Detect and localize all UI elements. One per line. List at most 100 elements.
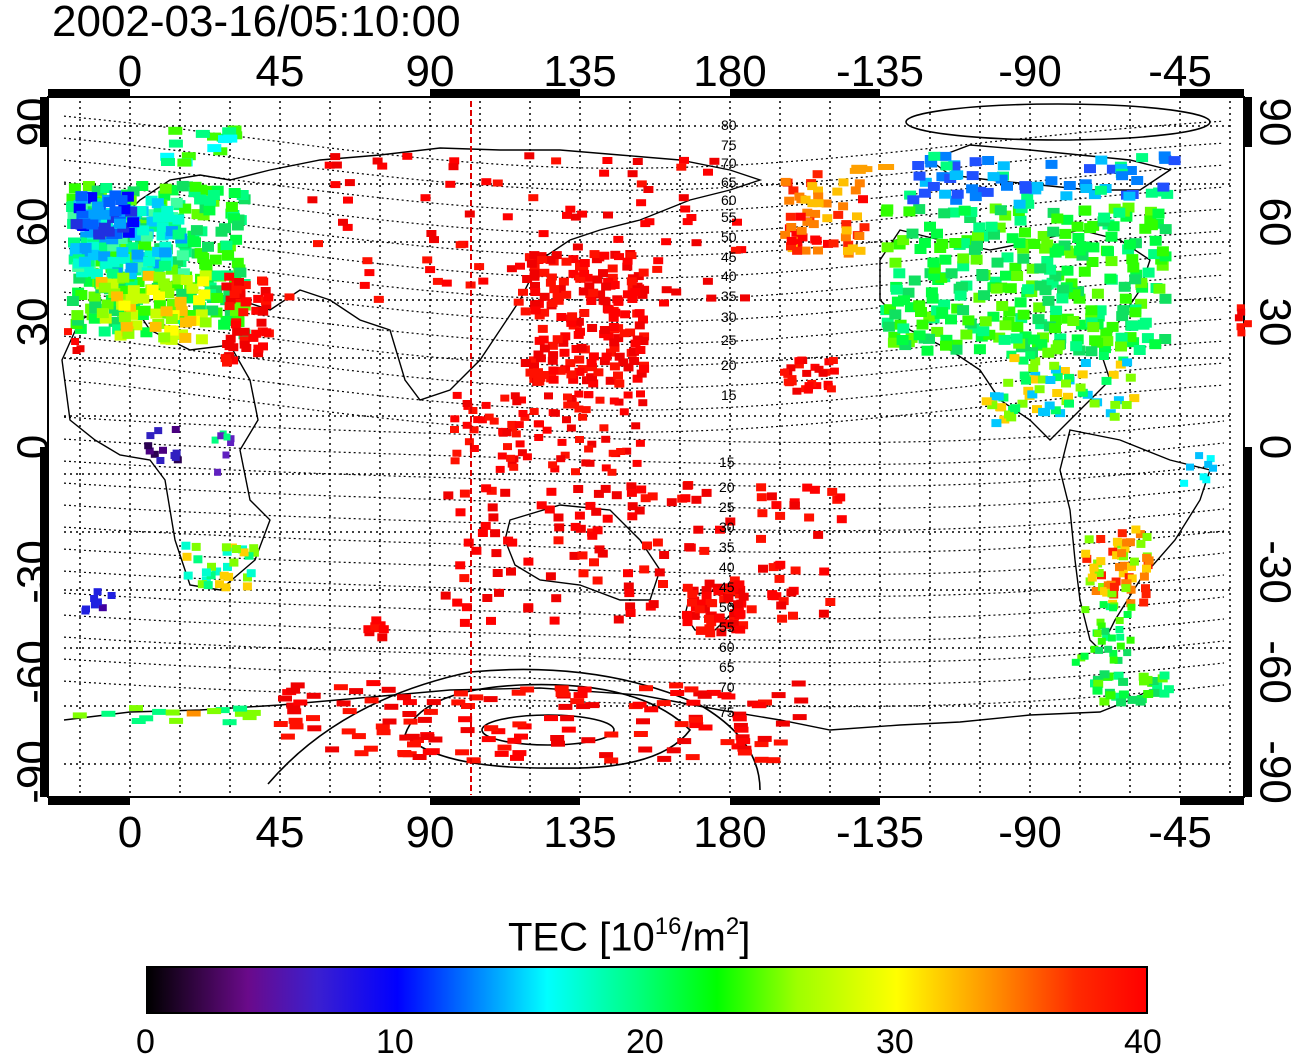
tec-cell — [757, 509, 768, 518]
tec-cell — [169, 717, 184, 724]
tec-cell — [161, 158, 175, 166]
tec-cell — [635, 346, 646, 354]
tec-cell — [558, 703, 573, 710]
tec-cell — [89, 303, 102, 314]
tec-cell — [547, 356, 558, 365]
tec-cell — [585, 501, 596, 510]
lon-tick-top: 135 — [543, 47, 616, 96]
tec-cell — [788, 186, 799, 195]
tec-cell — [823, 239, 833, 248]
tec-cell — [630, 339, 641, 348]
tec-cell — [619, 329, 630, 338]
tec-cell — [1041, 239, 1054, 250]
tec-cell — [376, 729, 391, 736]
lon-tick-top: 45 — [256, 47, 305, 96]
tec-cell — [286, 687, 301, 694]
tec-cell — [403, 718, 418, 725]
tec-cell — [455, 508, 466, 517]
tec-cell — [977, 326, 990, 337]
tec-cell — [974, 186, 987, 196]
tec-cell — [1204, 460, 1213, 468]
tec-cell — [381, 686, 396, 693]
tec-cell — [225, 334, 236, 343]
tec-cell — [263, 293, 274, 302]
tec-cell — [520, 307, 531, 316]
tec-cell — [1032, 314, 1045, 325]
tec-cell — [1067, 316, 1080, 326]
tec-cell — [1001, 252, 1014, 263]
tec-cell — [1113, 396, 1124, 405]
tec-cell — [960, 329, 973, 340]
tec-cell — [1127, 337, 1140, 348]
tec-cell — [574, 367, 585, 376]
tec-cell — [330, 181, 341, 189]
tec-cell — [1127, 695, 1138, 704]
tec-cell — [484, 725, 499, 732]
tec-cell — [545, 255, 556, 264]
tec-cell — [928, 263, 941, 274]
colorbar-title: TEC [1016/m2] — [508, 913, 751, 960]
tec-cell — [1135, 530, 1145, 539]
tec-cell — [794, 192, 805, 201]
tec-cell — [735, 610, 746, 619]
tec-cell — [800, 195, 811, 204]
contour-label: 55 — [719, 619, 735, 635]
tec-cell — [732, 711, 747, 718]
tec-cell — [151, 198, 164, 209]
tec-cell — [222, 719, 237, 726]
tec-cell — [1131, 176, 1144, 185]
tec-cell — [1123, 611, 1132, 618]
tec-cell — [1056, 293, 1069, 304]
tec-cell — [706, 294, 717, 302]
tec-cell — [1033, 302, 1046, 313]
tec-cell — [940, 161, 953, 171]
tec-cell — [177, 158, 192, 167]
tec-cell — [1180, 479, 1189, 487]
tec-cell — [950, 195, 963, 205]
tec-cell — [958, 205, 971, 216]
tec-cell — [455, 561, 466, 570]
tec-cell — [152, 212, 165, 223]
tec-cell — [572, 243, 583, 251]
tec-cell — [1061, 214, 1074, 225]
tec-cell — [567, 312, 578, 321]
tec-cell — [153, 299, 166, 310]
tec-cell — [918, 237, 931, 248]
tec-cell — [92, 201, 104, 212]
tec-cell — [812, 382, 822, 390]
tec-cell — [88, 210, 101, 221]
tec-cell — [591, 507, 602, 516]
tec-cell — [512, 750, 527, 757]
tec-world-map: 8075706560555045403530252015152025303540… — [9, 47, 1292, 857]
tec-cell — [552, 292, 563, 300]
tec-cell — [1137, 319, 1150, 330]
tec-cell — [293, 699, 308, 706]
tec-cell — [253, 344, 264, 353]
tec-cell — [1236, 304, 1245, 312]
tec-cell — [1120, 544, 1130, 553]
tec-cell — [1122, 358, 1133, 367]
timestamp-title: 2002-03-16/05:10:00 — [52, 0, 461, 46]
tec-cell — [182, 293, 195, 304]
tec-cell — [1156, 246, 1169, 257]
tec-cell — [608, 323, 619, 331]
tec-cell — [1141, 590, 1151, 599]
tec-cell — [1099, 343, 1111, 354]
tec-cell — [1026, 263, 1039, 274]
tec-cell — [535, 373, 546, 382]
tec-cell — [112, 324, 125, 335]
tec-cell — [1079, 179, 1092, 189]
tec-cell — [551, 157, 562, 165]
tec-cell — [287, 708, 302, 715]
tec-cell — [1019, 184, 1032, 194]
tec-cell — [284, 293, 295, 301]
tec-cell — [602, 514, 613, 523]
tec-cell — [528, 194, 539, 202]
tec-cell — [1135, 298, 1148, 309]
tec-cell — [455, 749, 470, 756]
tec-cell — [1006, 233, 1019, 244]
tec-cell — [1034, 385, 1045, 394]
tec-cell — [494, 588, 504, 597]
tec-cell — [614, 352, 625, 361]
tec-cell — [1126, 254, 1139, 265]
